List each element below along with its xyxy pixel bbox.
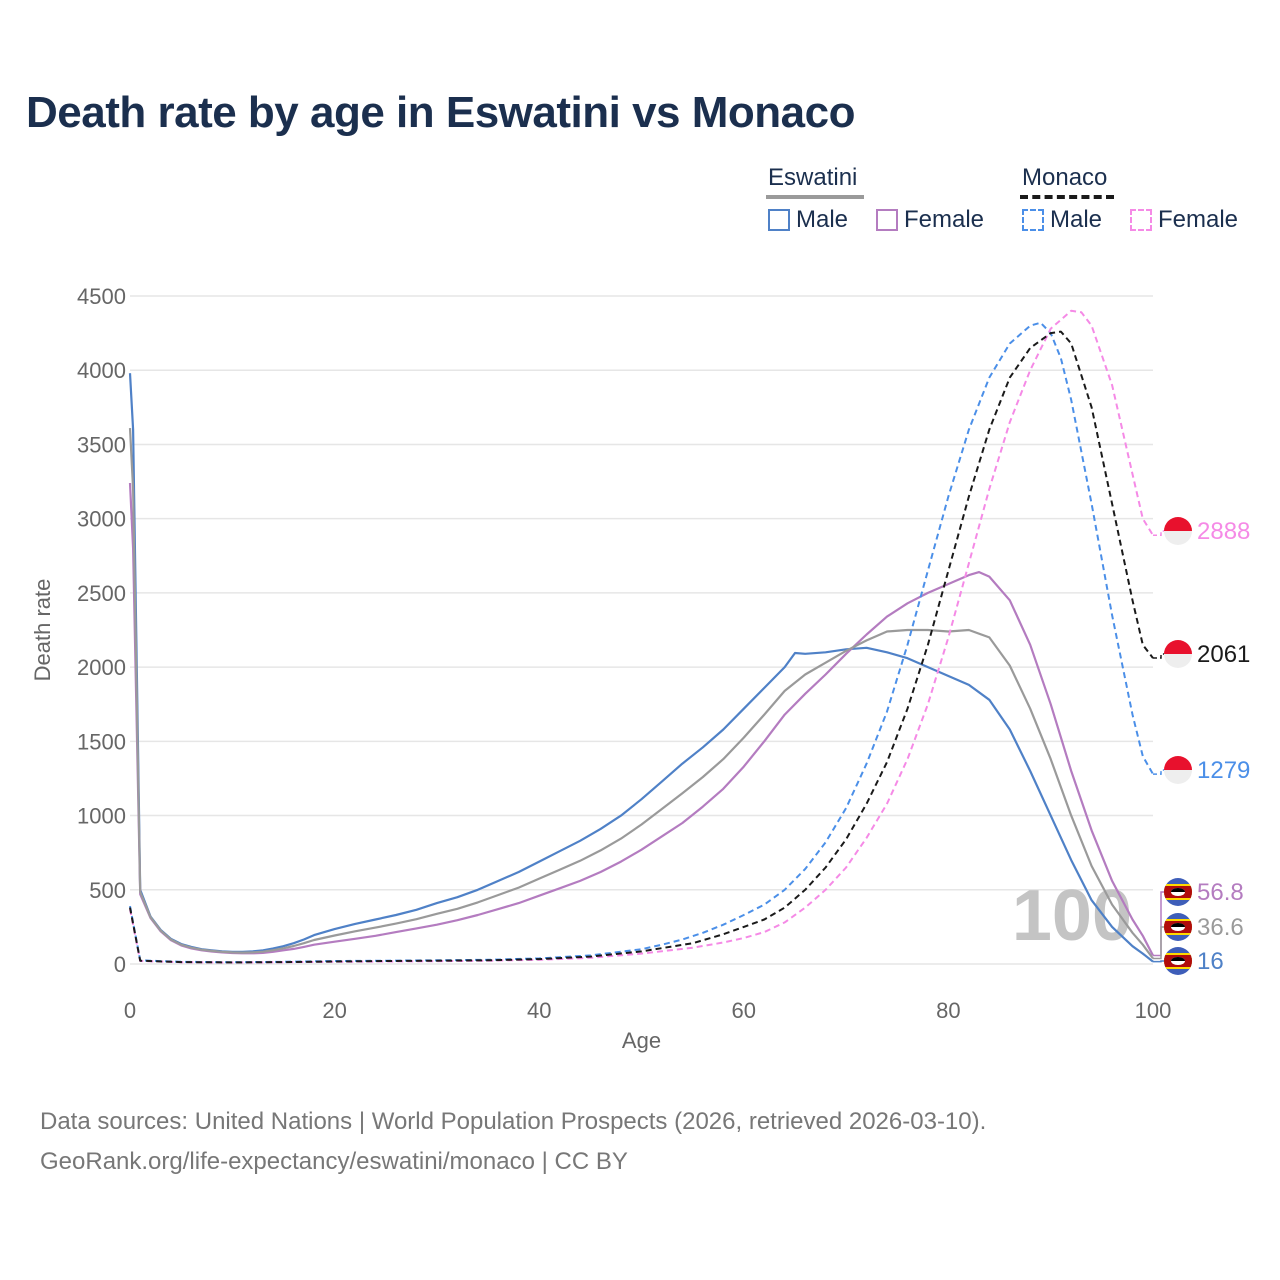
legend-swatch-icon <box>1130 209 1152 231</box>
end-connector <box>1153 926 1164 960</box>
legend-item-eswatini-female[interactable]: Female <box>876 206 984 234</box>
legend-item-monaco-male[interactable]: Male <box>1022 206 1102 234</box>
y-tick-label: 0 <box>114 952 126 977</box>
series-line-eswatini-both <box>128 428 1154 960</box>
eswatini-flag-icon <box>1164 947 1192 975</box>
x-tick-label: 40 <box>527 998 551 1023</box>
flag-red-half <box>1164 756 1192 770</box>
flag-red-half <box>1164 640 1192 654</box>
end-value-label: 1279 <box>1197 757 1250 784</box>
end-value-label: 56.8 <box>1197 879 1244 906</box>
y-tick-label: 3500 <box>77 432 126 457</box>
legend-underline-monaco <box>1020 195 1114 199</box>
x-tick-label: 100 <box>1135 998 1172 1023</box>
flag-shield-dark <box>1171 923 1185 927</box>
flag-red-half <box>1164 517 1192 531</box>
end-connector <box>1153 769 1164 775</box>
series-line-monaco-both <box>129 330 1154 964</box>
y-tick-label: 2000 <box>77 655 126 680</box>
chart-title: Death rate by age in Eswatini vs Monaco <box>26 88 855 137</box>
x-tick-label: 60 <box>732 998 756 1023</box>
monaco-flag-icon <box>1164 517 1192 545</box>
end-value-label: 2888 <box>1197 518 1250 545</box>
y-tick-label: 3000 <box>77 507 126 532</box>
legend-swatch-icon <box>768 209 790 231</box>
end-value-label: 36.6 <box>1197 914 1244 941</box>
flag-white-half <box>1164 654 1192 668</box>
end-value-label: 16 <box>1197 948 1224 975</box>
legend-underline-eswatini <box>766 195 864 199</box>
y-tick-label: 4500 <box>77 284 126 309</box>
end-connector <box>1153 653 1164 659</box>
y-axis-label: Death rate <box>30 579 55 682</box>
footer-attribution: GeoRank.org/life-expectancy/eswatini/mon… <box>40 1148 628 1175</box>
x-tick-label: 0 <box>124 998 136 1023</box>
end-connector <box>1153 960 1164 963</box>
series-line-eswatini-female <box>128 482 1154 957</box>
legend-swatch-icon <box>876 209 898 231</box>
eswatini-flag-icon <box>1164 878 1192 906</box>
end-value-label: 2061 <box>1197 641 1250 668</box>
flag-white-half <box>1164 531 1192 545</box>
flag-shield-dark <box>1171 957 1185 961</box>
end-connector <box>1153 530 1164 537</box>
series-line-monaco-male <box>129 321 1154 964</box>
monaco-flag-icon <box>1164 756 1192 784</box>
eswatini-flag-icon <box>1164 913 1192 941</box>
series-line-monaco-female <box>129 309 1154 964</box>
legend-label: Male <box>1050 206 1103 233</box>
end-connector <box>1153 891 1164 957</box>
legend-group-eswatini: Eswatini <box>768 164 858 191</box>
legend-swatch-icon <box>1022 209 1044 231</box>
flag-white-half <box>1164 770 1192 784</box>
age-watermark: 100 <box>1012 876 1132 956</box>
x-tick-label: 20 <box>322 998 346 1023</box>
legend-item-monaco-female[interactable]: Female <box>1130 206 1238 234</box>
y-tick-label: 500 <box>89 878 126 903</box>
y-tick-label: 1000 <box>77 804 126 829</box>
monaco-flag-icon <box>1164 640 1192 668</box>
y-tick-label: 4000 <box>77 358 126 383</box>
legend-label: Female <box>904 206 985 233</box>
y-tick-label: 2500 <box>77 581 126 606</box>
legend-label: Male <box>796 206 849 233</box>
x-axis-label: Age <box>622 1028 661 1053</box>
footer-sources: Data sources: United Nations | World Pop… <box>40 1108 987 1135</box>
x-tick-label: 80 <box>936 998 960 1023</box>
y-tick-label: 1500 <box>77 729 126 754</box>
legend-label: Female <box>1158 206 1239 233</box>
legend-item-eswatini-male[interactable]: Male <box>768 206 848 234</box>
legend-group-monaco: Monaco <box>1022 164 1108 191</box>
flag-shield-dark <box>1171 888 1185 892</box>
